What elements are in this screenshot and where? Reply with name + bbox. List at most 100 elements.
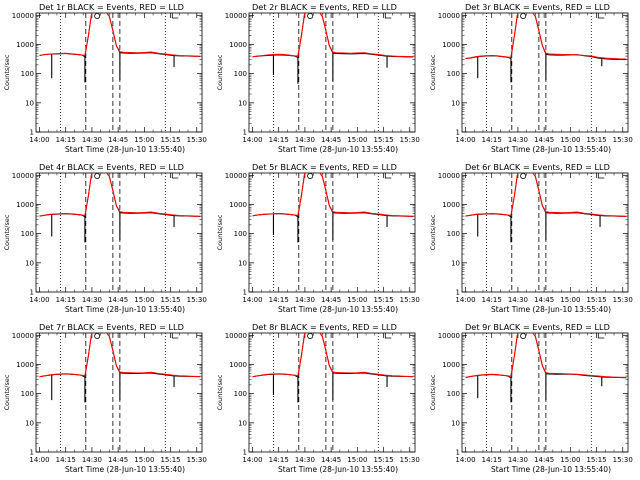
y-axis-label: Counts/sec: [3, 54, 11, 90]
x-tick-label: 15:30: [187, 296, 207, 304]
x-tick-label: 14:15: [56, 456, 76, 464]
x-axis-label: Start Time (28-Jun-10 13:55:40): [65, 465, 185, 474]
x-tick-label: 15:15: [373, 456, 393, 464]
panel-plot-svg: Det 7r BLACK = Events, RED = LLD 1 10 100 10…: [3, 322, 207, 474]
x-tick-label: 14:00: [455, 136, 475, 144]
x-tick-label: 15:00: [560, 456, 580, 464]
x-tick-label: 14:15: [269, 456, 289, 464]
series-line-lld: [252, 173, 414, 217]
series-line-lld: [39, 333, 201, 378]
x-tick-label: 14:45: [321, 456, 341, 464]
series-line-lld: [465, 13, 627, 60]
x-tick-label: 14:30: [508, 456, 528, 464]
detector-panel-8: Det 8r BLACK = Events, RED = LLD 1 10 100 10…: [213, 320, 426, 480]
y-tick-label: 10: [238, 419, 247, 427]
series-lld: [252, 333, 414, 378]
series-line-lld: [39, 13, 201, 57]
y-tick-label: 1: [456, 289, 460, 297]
series-lld: [465, 173, 627, 217]
x-tick-label: 14:30: [295, 456, 315, 464]
y-tick-label: 1: [30, 449, 34, 457]
x-tick-label: 14:30: [295, 136, 315, 144]
y-axis-label: Counts/sec: [429, 214, 437, 250]
x-axis-label: Start Time (28-Jun-10 13:55:40): [278, 465, 398, 474]
x-axis-label: Start Time (28-Jun-10 13:55:40): [65, 145, 185, 154]
panel-plot-svg: Det 3r BLACK = Events, RED = LLD 1 10 100 10…: [429, 2, 633, 154]
y-axis-label: Counts/sec: [429, 374, 437, 410]
y-tick-label: 100: [21, 230, 34, 238]
series-lld: [39, 333, 201, 378]
series-lld: [252, 13, 414, 58]
detector-panel-4: Det 4r BLACK = Events, RED = LLD 1 10 100 10…: [0, 160, 213, 320]
x-tick-label: 15:00: [134, 456, 154, 464]
x-tick-label: 14:00: [455, 296, 475, 304]
plot-frame: [35, 12, 203, 133]
top-circle-marker: [520, 332, 527, 339]
y-tick-label: 1000: [442, 361, 460, 369]
x-tick-label: 15:15: [373, 136, 393, 144]
x-tick-label: 15:30: [187, 136, 207, 144]
x-tick-label: 15:30: [187, 456, 207, 464]
x-tick-label: 14:15: [482, 136, 502, 144]
top-circle-marker: [94, 12, 101, 19]
x-tick-label: 15:30: [400, 456, 420, 464]
top-circle-marker: [94, 332, 101, 339]
x-tick-label: 15:00: [347, 296, 367, 304]
top-circle-marker: [307, 172, 314, 179]
plot-frame: [35, 332, 203, 453]
top-bracket-marker: [384, 13, 392, 19]
x-tick-label: 15:00: [347, 456, 367, 464]
plot-frame: [248, 12, 416, 133]
top-bracket-marker: [171, 173, 179, 179]
x-tick-label: 15:15: [586, 456, 606, 464]
panel-plot-svg: Det 8r BLACK = Events, RED = LLD 1 10 100 10…: [216, 322, 420, 474]
x-tick-label: 15:15: [586, 296, 606, 304]
y-tick-label: 100: [234, 390, 247, 398]
x-tick-label: 15:15: [160, 296, 180, 304]
top-circle-marker: [307, 332, 314, 339]
y-tick-label: 10000: [12, 172, 34, 180]
panel-plot-svg: Det 9r BLACK = Events, RED = LLD 1 10 100 10…: [429, 322, 633, 474]
series-lld: [39, 13, 201, 57]
top-circle-marker: [520, 172, 527, 179]
x-axis-label: Start Time (28-Jun-10 13:55:40): [491, 305, 611, 314]
panel-plot-svg: Det 2r BLACK = Events, RED = LLD 1 10 100 10…: [216, 2, 420, 154]
x-tick-label: 14:45: [534, 456, 554, 464]
detector-panel-7: Det 7r BLACK = Events, RED = LLD 1 10 100 10…: [0, 320, 213, 480]
y-tick-label: 10: [451, 99, 460, 107]
top-bracket-marker: [171, 333, 179, 339]
x-tick-label: 14:30: [82, 136, 102, 144]
x-tick-label: 14:00: [29, 296, 49, 304]
series-line-lld: [465, 173, 627, 217]
panel-title: Det 7r BLACK = Events, RED = LLD: [39, 322, 184, 332]
y-tick-label: 100: [447, 230, 460, 238]
detector-panel-5: Det 5r BLACK = Events, RED = LLD 1 10 100 10…: [213, 160, 426, 320]
x-tick-label: 14:00: [242, 296, 262, 304]
top-circle-marker: [307, 12, 314, 19]
top-bracket-marker: [597, 13, 605, 19]
x-tick-label: 14:15: [482, 296, 502, 304]
panel-title: Det 2r BLACK = Events, RED = LLD: [252, 2, 397, 12]
plot-frame: [248, 172, 416, 293]
y-tick-label: 1000: [229, 201, 247, 209]
x-tick-label: 15:00: [347, 136, 367, 144]
x-tick-label: 14:30: [508, 136, 528, 144]
x-tick-label: 14:45: [108, 136, 128, 144]
detector-panel-9: Det 9r BLACK = Events, RED = LLD 1 10 100 10…: [426, 320, 639, 480]
series-line-events: [465, 333, 627, 379]
panel-title: Det 4r BLACK = Events, RED = LLD: [39, 162, 184, 172]
series-line-lld: [252, 13, 414, 58]
top-circle-marker: [94, 172, 101, 179]
series-line-lld: [39, 173, 201, 217]
y-tick-label: 10000: [12, 332, 34, 340]
x-tick-label: 14:00: [242, 136, 262, 144]
y-tick-label: 1000: [16, 41, 34, 49]
x-axis-label: Start Time (28-Jun-10 13:55:40): [278, 145, 398, 154]
detector-panel-1: Det 1r BLACK = Events, RED = LLD 1 10 100 10…: [0, 0, 213, 160]
plot-frame: [35, 172, 203, 293]
x-tick-label: 14:30: [295, 296, 315, 304]
y-tick-label: 10000: [225, 332, 247, 340]
y-tick-label: 10: [238, 259, 247, 267]
x-tick-label: 15:30: [400, 136, 420, 144]
